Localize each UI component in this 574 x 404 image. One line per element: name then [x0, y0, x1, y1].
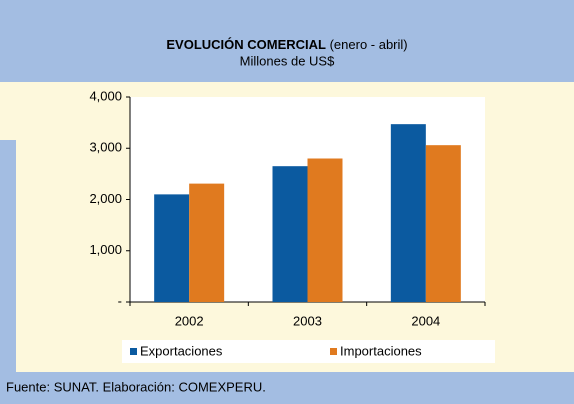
y-tick-label: - — [118, 293, 122, 308]
legend-box — [122, 340, 495, 363]
title-main: EVOLUCIÓN COMERCIAL — [166, 37, 326, 52]
legend-label: Exportaciones — [140, 343, 223, 358]
bar — [189, 183, 225, 302]
bar — [272, 166, 308, 302]
y-tick-label: 1,000 — [89, 242, 122, 257]
x-tick-label: 2004 — [411, 313, 440, 328]
source: Fuente: SUNAT. Elaboración: COMEXPERU. — [6, 379, 266, 394]
legend-label: Importaciones — [340, 343, 422, 358]
legend-swatch — [330, 348, 337, 355]
bar — [154, 194, 190, 302]
legend-swatch — [130, 348, 137, 355]
x-tick-label: 2003 — [293, 313, 322, 328]
y-tick-label: 2,000 — [89, 191, 122, 206]
y-tick-label: 4,000 — [89, 88, 122, 103]
side-strip — [0, 140, 16, 372]
bar — [390, 124, 426, 302]
title-suffix: (enero - abril) — [326, 37, 408, 52]
chart-title: EVOLUCIÓN COMERCIAL (enero - abril) — [166, 37, 407, 52]
x-tick-label: 2002 — [175, 313, 204, 328]
chart-subtitle: Millones de US$ — [240, 53, 335, 68]
bar — [307, 158, 343, 302]
bar — [425, 145, 461, 302]
y-tick-label: 3,000 — [89, 140, 122, 155]
